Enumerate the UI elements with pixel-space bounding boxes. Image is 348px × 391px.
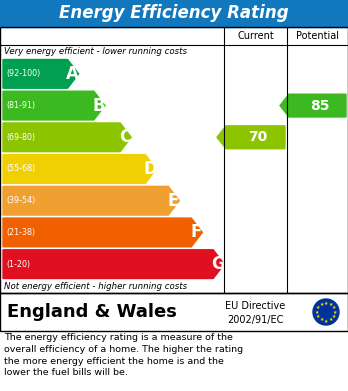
Text: ★: ★ <box>328 317 333 322</box>
Bar <box>0 293 348 331</box>
Text: Energy Efficiency Rating: Energy Efficiency Rating <box>59 5 289 23</box>
Polygon shape <box>217 126 285 149</box>
Text: 85: 85 <box>310 99 330 113</box>
Polygon shape <box>3 155 156 183</box>
Text: ★: ★ <box>319 302 324 307</box>
Text: E: E <box>168 192 179 210</box>
Text: (55-68): (55-68) <box>6 165 35 174</box>
Text: 70: 70 <box>248 130 268 144</box>
Text: The energy efficiency rating is a measure of the
overall efficiency of a home. T: The energy efficiency rating is a measur… <box>4 333 243 377</box>
Text: (39-54): (39-54) <box>6 196 35 205</box>
Text: Very energy efficient - lower running costs: Very energy efficient - lower running co… <box>4 47 187 56</box>
Polygon shape <box>3 91 105 120</box>
Bar <box>0 0 348 27</box>
Text: A: A <box>66 65 79 83</box>
Text: 2002/91/EC: 2002/91/EC <box>227 315 283 325</box>
Text: ★: ★ <box>328 302 333 307</box>
Text: B: B <box>93 97 105 115</box>
Text: Potential: Potential <box>296 31 339 41</box>
Bar <box>0 27 348 293</box>
Polygon shape <box>3 123 131 152</box>
Text: EU Directive: EU Directive <box>225 301 285 311</box>
Text: ★: ★ <box>324 301 328 305</box>
Circle shape <box>313 299 339 325</box>
Text: ★: ★ <box>316 305 321 310</box>
Text: ★: ★ <box>333 310 337 314</box>
Text: C: C <box>119 128 131 146</box>
Text: (81-91): (81-91) <box>6 101 35 110</box>
Text: G: G <box>211 255 225 273</box>
Text: ★: ★ <box>315 310 319 314</box>
Text: (92-100): (92-100) <box>6 69 40 78</box>
Text: ★: ★ <box>324 319 328 323</box>
Text: ★: ★ <box>319 317 324 322</box>
Text: D: D <box>143 160 157 178</box>
Text: Current: Current <box>237 31 274 41</box>
Text: England & Wales: England & Wales <box>7 303 177 321</box>
Polygon shape <box>3 218 202 247</box>
Polygon shape <box>3 59 79 88</box>
Text: ★: ★ <box>332 305 336 310</box>
Text: (69-80): (69-80) <box>6 133 35 142</box>
Text: (21-38): (21-38) <box>6 228 35 237</box>
Text: ★: ★ <box>316 314 321 319</box>
Text: ★: ★ <box>332 314 336 319</box>
Polygon shape <box>3 250 224 278</box>
Text: F: F <box>191 223 202 241</box>
Polygon shape <box>280 94 346 117</box>
Polygon shape <box>3 187 179 215</box>
Text: (1-20): (1-20) <box>6 260 30 269</box>
Bar <box>0 293 348 331</box>
Text: Not energy efficient - higher running costs: Not energy efficient - higher running co… <box>4 282 187 291</box>
